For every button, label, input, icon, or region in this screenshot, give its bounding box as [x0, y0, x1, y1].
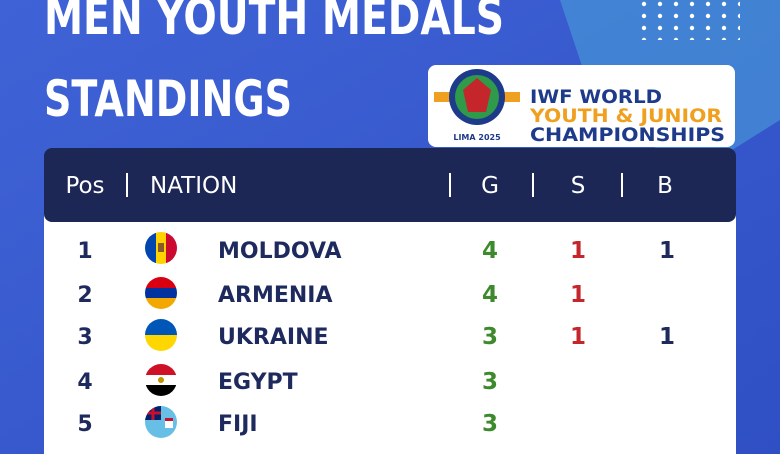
- nation-name: EGYPT: [218, 370, 298, 395]
- logo-box: [428, 65, 735, 147]
- logo-text: YOUTH & JUNIOR: [529, 105, 722, 127]
- position: 3: [77, 325, 92, 350]
- logo-text: IWF WORLD: [530, 86, 662, 108]
- column-header: B: [657, 173, 673, 199]
- position: 2: [77, 283, 92, 308]
- gold-count: 4: [482, 238, 498, 264]
- header-separators: [126, 173, 623, 197]
- silver-count: 1: [570, 238, 586, 264]
- gold-count: 3: [482, 324, 498, 350]
- logo-caption: LIMA 2025: [453, 133, 501, 142]
- title-line: STANDINGS: [44, 70, 292, 128]
- title-line: MEN YOUTH MEDALS: [44, 0, 504, 46]
- nation-name: FIJI: [218, 412, 258, 437]
- logo-mask: [463, 78, 491, 112]
- nation-name: UKRAINE: [218, 325, 329, 350]
- flag: [145, 319, 177, 351]
- bronze-count: 1: [659, 324, 675, 350]
- flag: [145, 277, 177, 309]
- flag: [145, 364, 177, 396]
- gold-count: 3: [482, 411, 498, 437]
- decor-dots: [636, 0, 740, 40]
- position: 1: [77, 239, 92, 264]
- column-header: Pos: [65, 173, 104, 199]
- flag: [145, 406, 177, 438]
- nation-name: ARMENIA: [218, 283, 333, 308]
- position: 4: [77, 370, 92, 395]
- bronze-count: 1: [659, 238, 675, 264]
- gold-count: 3: [482, 369, 498, 395]
- silver-count: 1: [570, 282, 586, 308]
- nation-name: MOLDOVA: [218, 239, 342, 264]
- column-header: S: [571, 173, 586, 199]
- flags: [145, 232, 177, 438]
- column-header: NATION: [150, 173, 237, 199]
- gold-count: 4: [482, 282, 498, 308]
- column-header: G: [481, 173, 499, 199]
- flag: [145, 232, 177, 264]
- table-header: [44, 148, 736, 222]
- position: 5: [77, 412, 92, 437]
- logo-text: CHAMPIONSHIPS: [530, 124, 725, 146]
- logo: LIMA 2025 IWF WORLD YOUTH & JUNIOR CHAMP…: [428, 65, 735, 147]
- silver-count: 1: [570, 324, 586, 350]
